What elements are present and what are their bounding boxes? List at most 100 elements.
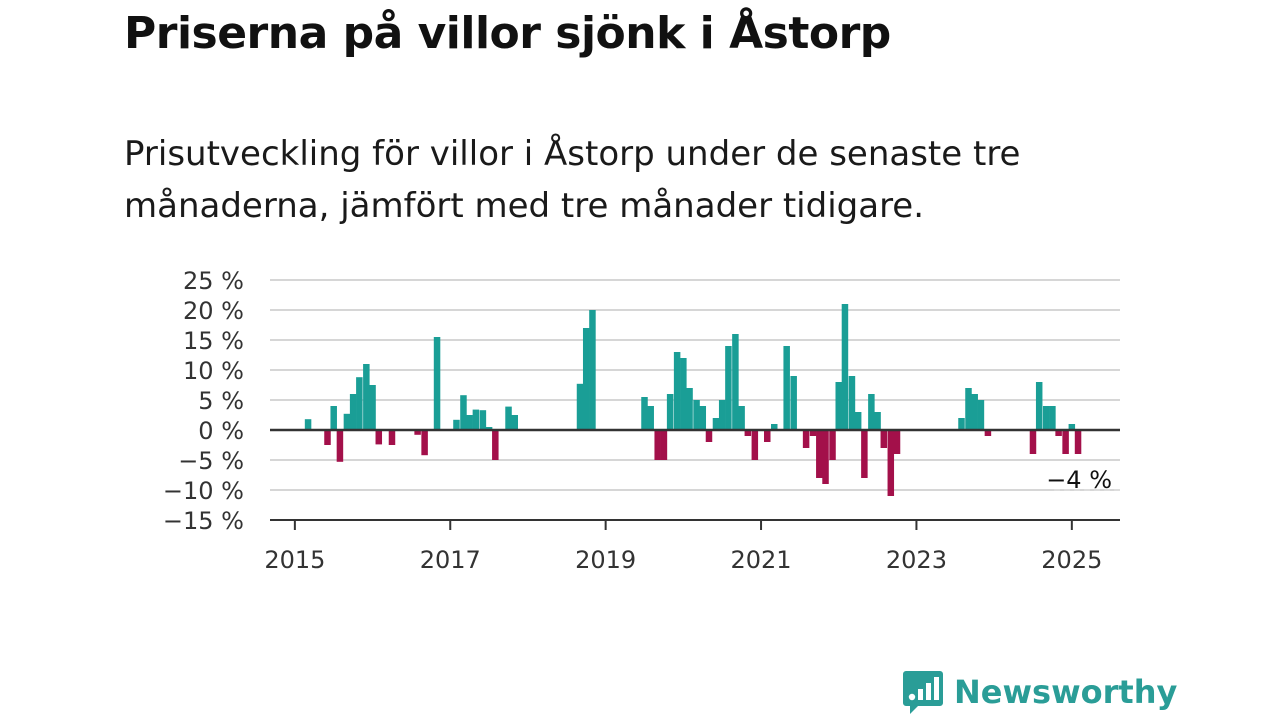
y-tick-label: −15 % <box>163 507 244 535</box>
bar <box>790 376 797 430</box>
brand-name: Newsworthy <box>954 673 1178 711</box>
y-tick-label: −5 % <box>178 447 244 475</box>
bar <box>841 304 849 430</box>
bar <box>829 430 836 460</box>
bar <box>453 419 460 430</box>
bar <box>330 406 337 430</box>
bar <box>433 337 441 430</box>
chart-title: Priserna på villor sjönk i Åstorp <box>124 8 891 59</box>
bar <box>479 410 487 430</box>
y-tick-label: −10 % <box>163 477 244 505</box>
x-tick-label: 2025 <box>1041 546 1102 574</box>
newsworthy-logo-icon <box>903 671 943 714</box>
bar <box>576 383 584 430</box>
bar <box>854 412 862 430</box>
bar <box>492 430 499 460</box>
bar <box>822 430 829 484</box>
bar <box>369 385 376 430</box>
bar <box>1074 430 1082 454</box>
bar <box>349 394 357 430</box>
bar <box>861 430 868 478</box>
bar <box>511 415 518 430</box>
bar <box>388 430 396 445</box>
bar <box>375 430 383 445</box>
bar <box>965 388 972 430</box>
bar <box>809 430 817 436</box>
chart-subtitle: Prisutveckling för villor i Åstorp under… <box>124 134 1021 226</box>
bar <box>336 430 344 462</box>
bar <box>589 310 596 430</box>
y-tick-label: 20 % <box>183 297 244 325</box>
bar-chart: 25 %20 %15 %10 %5 %0 %−5 %−10 %−15 % 201… <box>163 267 1120 574</box>
y-tick-label: 5 % <box>198 387 244 415</box>
bar <box>699 406 707 430</box>
bar <box>1042 406 1050 430</box>
y-tick-label: 15 % <box>183 327 244 355</box>
bar <box>835 382 842 430</box>
bar <box>958 418 965 430</box>
bar <box>738 406 745 430</box>
x-tick-label: 2023 <box>886 546 947 574</box>
bar <box>802 430 810 448</box>
bar <box>816 430 823 478</box>
bars <box>304 304 1082 496</box>
x-tick-label: 2015 <box>264 546 325 574</box>
bar <box>751 430 759 460</box>
x-axis-tick-labels: 2015 2017 2019 2021 2023 2025 <box>264 546 1102 574</box>
bar <box>887 430 895 496</box>
bar <box>693 400 700 430</box>
y-tick-label: 10 % <box>183 357 244 385</box>
bar <box>680 358 687 430</box>
bar <box>771 424 778 430</box>
bar <box>460 395 467 430</box>
bar <box>712 418 720 430</box>
bar <box>466 415 473 430</box>
bar <box>304 419 312 430</box>
last-value-label: −4 % <box>1046 466 1112 494</box>
grid-lines <box>270 279 1120 491</box>
bar <box>660 430 668 460</box>
x-tick-label: 2021 <box>731 546 792 574</box>
bar <box>725 346 732 430</box>
bar <box>971 394 978 430</box>
bar <box>421 430 428 456</box>
bar <box>893 430 901 454</box>
y-tick-label: 25 % <box>183 267 244 295</box>
bar <box>868 394 875 430</box>
bar <box>1049 406 1056 430</box>
x-tick-label: 2017 <box>420 546 481 574</box>
bar <box>1055 430 1062 436</box>
x-tick-label: 2019 <box>575 546 636 574</box>
bar <box>977 400 985 430</box>
bar <box>647 406 654 430</box>
bar <box>880 430 888 448</box>
bar <box>848 376 856 430</box>
bar <box>324 430 331 445</box>
bar <box>343 413 351 430</box>
bar <box>654 430 661 460</box>
y-tick-label: 0 % <box>198 417 244 445</box>
bar <box>686 388 693 430</box>
bar <box>732 334 739 430</box>
bar <box>505 406 512 430</box>
bar <box>472 409 480 430</box>
bar <box>783 346 790 430</box>
bar <box>874 412 881 430</box>
y-axis-tick-labels: 25 %20 %15 %10 %5 %0 %−5 %−10 %−15 % <box>163 267 244 535</box>
bar <box>744 430 752 436</box>
bar <box>641 397 648 430</box>
bar <box>356 377 363 430</box>
bar <box>1062 430 1069 454</box>
bar <box>666 394 674 430</box>
bar <box>414 430 421 435</box>
annotations: −4 % <box>1046 466 1120 494</box>
bar <box>984 430 992 436</box>
bar <box>363 364 370 430</box>
bar <box>705 430 713 442</box>
bar <box>1068 424 1076 430</box>
bar <box>1035 382 1043 430</box>
bar <box>764 430 771 442</box>
axes <box>270 428 1120 530</box>
bar <box>718 400 726 430</box>
bar <box>582 328 590 430</box>
